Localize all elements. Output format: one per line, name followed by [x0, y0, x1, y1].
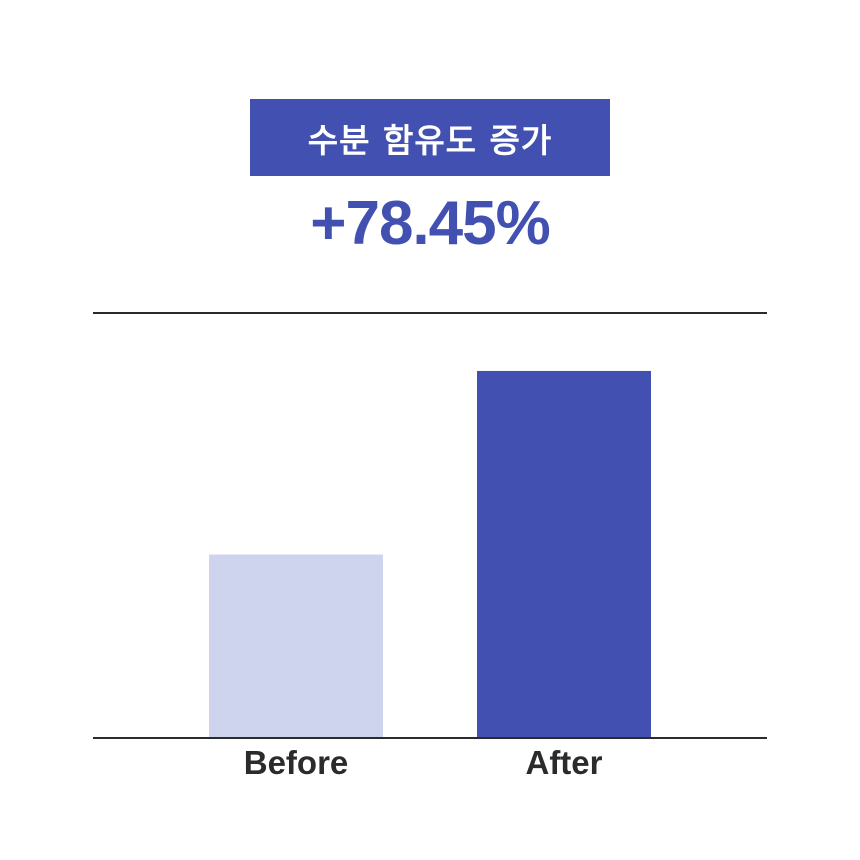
chart-title: 수분 함유도 증가 [307, 120, 553, 160]
x-label-after: After [525, 744, 602, 781]
x-label-before: Before [244, 744, 349, 781]
change-percentage: +78.45% [310, 189, 551, 258]
bar-after [477, 370, 651, 738]
chart-title-badge: 수분 함유도 증가 [250, 99, 610, 176]
bar-group [209, 370, 651, 738]
x-label-group: Before After [244, 744, 603, 781]
bar-before [209, 554, 383, 738]
